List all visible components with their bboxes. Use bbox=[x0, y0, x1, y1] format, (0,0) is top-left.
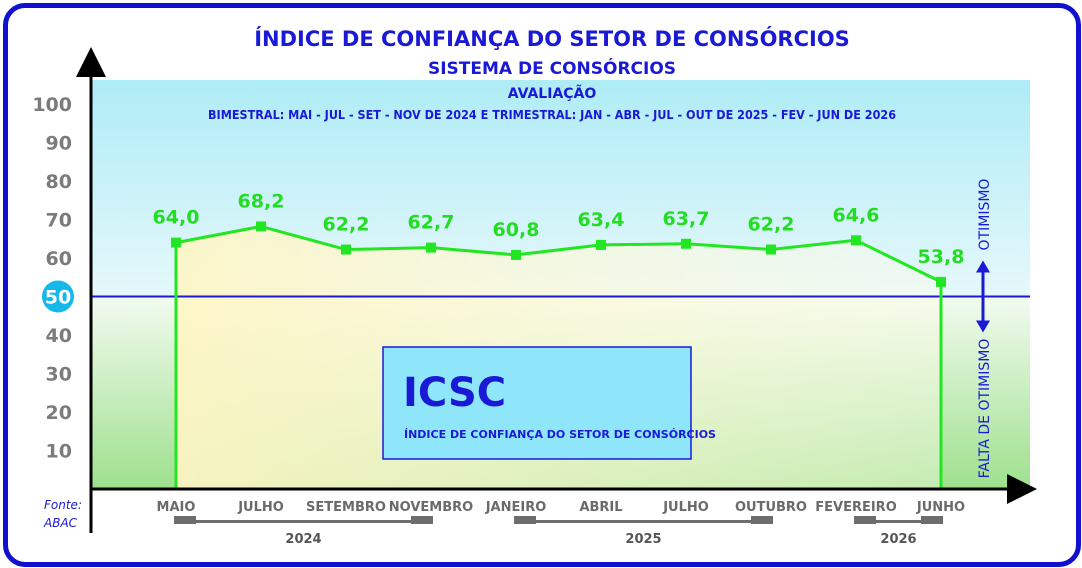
y-tick-label: 80 bbox=[46, 171, 72, 193]
y-tick-label: 10 bbox=[46, 441, 72, 463]
data-point bbox=[426, 242, 436, 253]
value-labels-layer: 64,0 68,2 62,2 62,7 60,8 63,4 63,7 62,2 64,6 53,8 bbox=[153, 190, 965, 267]
x-tick-label: NOVEMBRO bbox=[389, 500, 473, 515]
chart-subtitle: SISTEMA DE CONSÓRCIOS bbox=[428, 57, 676, 79]
source-name: ABAC bbox=[43, 516, 78, 530]
y-tick-label: 50 bbox=[45, 287, 71, 309]
y-tick-label: 70 bbox=[46, 210, 72, 232]
data-point bbox=[681, 238, 691, 249]
year-label: 2026 bbox=[880, 532, 916, 547]
x-tick-label: ABRIL bbox=[579, 500, 622, 515]
y-tick-label: 30 bbox=[46, 364, 72, 386]
x-tick-label: SETEMBRO bbox=[306, 500, 386, 515]
icsc-acronym: ICSC bbox=[403, 370, 506, 416]
year-bracket bbox=[516, 520, 771, 523]
evaluation-title: AVALIAÇÃO bbox=[508, 85, 597, 102]
indicator-up-arrow bbox=[976, 260, 990, 273]
year-bracket-cap bbox=[854, 516, 876, 524]
data-label: 64,0 bbox=[153, 207, 200, 229]
year-bracket-cap bbox=[174, 516, 196, 524]
data-point bbox=[766, 244, 776, 255]
below-label: FALTA DE OTIMISMO bbox=[977, 339, 993, 479]
data-label: 62,7 bbox=[408, 212, 455, 234]
x-tick-label: OUTUBRO bbox=[735, 500, 807, 515]
year-bracket-cap bbox=[921, 516, 943, 524]
y-axis-ticks: 10 20 30 40 50 60 70 80 90 100 bbox=[32, 94, 74, 463]
x-tick-label: FEVEREIRO bbox=[815, 500, 897, 515]
source-label: Fonte: bbox=[44, 498, 82, 512]
data-label: 60,8 bbox=[493, 219, 540, 241]
year-label: 2025 bbox=[625, 532, 661, 547]
y-tick-label: 20 bbox=[46, 402, 72, 424]
data-label: 53,8 bbox=[918, 246, 965, 268]
y-tick-label: 100 bbox=[32, 94, 72, 116]
year-bracket-cap bbox=[514, 516, 536, 524]
above-label: OTIMISMO bbox=[977, 179, 993, 251]
data-point bbox=[256, 221, 266, 232]
chart-title: ÍNDICE DE CONFIANÇA DO SETOR DE CONSÓRCI… bbox=[254, 26, 850, 51]
data-label: 62,2 bbox=[748, 214, 795, 236]
year-bracket bbox=[176, 520, 431, 523]
optimism-indicator bbox=[976, 260, 990, 333]
data-label: 63,7 bbox=[663, 208, 710, 230]
x-axis-ticks: MAIO JULHO SETEMBRO NOVEMBRO JANEIRO ABRIL JUL… bbox=[157, 500, 966, 515]
data-point bbox=[596, 239, 606, 250]
data-point bbox=[171, 237, 181, 248]
series-line bbox=[174, 224, 943, 489]
icsc-box bbox=[382, 346, 692, 460]
data-point bbox=[511, 249, 521, 260]
data-label: 68,2 bbox=[238, 190, 285, 212]
y-tick-label: 60 bbox=[46, 248, 72, 270]
data-label: 64,6 bbox=[833, 204, 880, 226]
data-point bbox=[851, 235, 861, 246]
x-tick-label: MAIO bbox=[157, 500, 196, 515]
indicator-down-arrow bbox=[976, 320, 990, 333]
y-tick-label: 90 bbox=[46, 133, 72, 155]
x-tick-label: JUNHO bbox=[916, 500, 965, 515]
year-bracket-cap bbox=[411, 516, 433, 524]
reference-tick-badge bbox=[42, 280, 74, 313]
data-label: 62,2 bbox=[323, 214, 370, 236]
x-tick-label: JULHO bbox=[662, 500, 709, 515]
y-tick-label: 40 bbox=[46, 325, 72, 347]
x-tick-label: JULHO bbox=[237, 500, 284, 515]
points-layer bbox=[171, 221, 946, 287]
year-bracket-cap bbox=[751, 516, 773, 524]
data-label: 63,4 bbox=[578, 209, 625, 231]
data-point bbox=[341, 244, 351, 255]
x-tick-label: JANEIRO bbox=[485, 500, 547, 515]
data-point bbox=[936, 276, 946, 287]
year-groups: 2024 2025 2026 bbox=[174, 516, 943, 547]
icsc-description: ÍNDICE DE CONFIANÇA DO SETOR DE CONSÓRCI… bbox=[404, 428, 716, 441]
year-label: 2024 bbox=[285, 532, 321, 547]
year-bracket bbox=[856, 520, 941, 523]
evaluation-detail: BIMESTRAL: MAI - JUL - SET - NOV DE 2024… bbox=[208, 107, 896, 122]
